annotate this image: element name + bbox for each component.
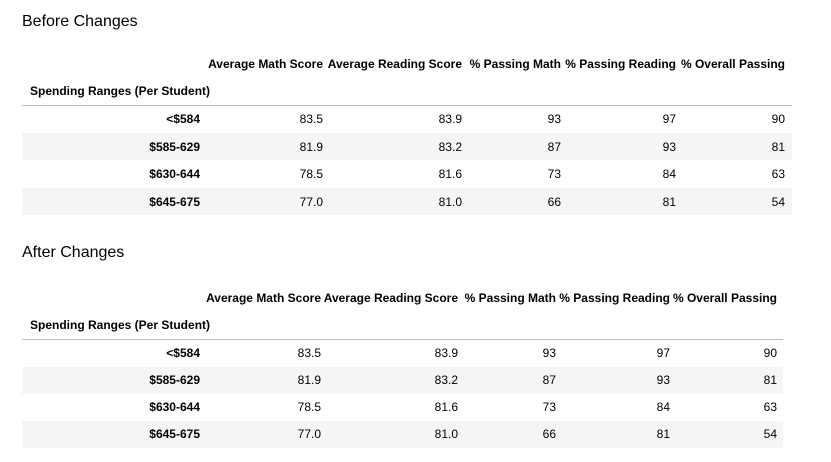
cell: 81.0 <box>434 427 458 441</box>
cell: 93 <box>662 139 676 154</box>
cell: 81.9 <box>297 373 321 387</box>
cell: 87 <box>542 373 556 387</box>
cell: 73 <box>547 167 561 181</box>
cell: 97 <box>662 112 676 126</box>
index-name: Spending Ranges (Per Student) <box>30 84 211 98</box>
cell: 83.2 <box>434 373 458 387</box>
cell: 84 <box>656 400 670 414</box>
cell: 93 <box>542 346 556 360</box>
row-stripe <box>22 420 783 448</box>
row-label: $645-675 <box>149 427 200 441</box>
cell: 83.2 <box>438 139 462 154</box>
header-rule <box>22 339 783 340</box>
column-header: % Passing Math <box>464 291 556 305</box>
cell: 63 <box>763 400 777 414</box>
cell: 78.5 <box>299 167 323 181</box>
column-header: % Passing Reading <box>565 57 676 71</box>
index-name: Spending Ranges (Per Student) <box>30 318 211 332</box>
column-header: % Overall Passing <box>672 291 777 305</box>
cell: 81 <box>656 427 670 441</box>
cell: 63 <box>771 167 785 181</box>
row-stripe <box>22 133 792 160</box>
column-header: Average Math Score <box>208 57 323 71</box>
cell: 77.0 <box>297 427 321 441</box>
cell: 78.5 <box>297 400 321 414</box>
cell: 81 <box>771 139 785 154</box>
cell: 77.0 <box>299 194 323 209</box>
cell: 66 <box>547 194 561 209</box>
cell: 81.6 <box>438 167 462 181</box>
row-label: $630-644 <box>149 167 200 181</box>
cell: 66 <box>542 427 556 441</box>
cell: 54 <box>763 427 777 441</box>
cell: 90 <box>763 346 777 360</box>
cell: 93 <box>547 112 561 126</box>
section-title: After Changes <box>22 244 125 261</box>
column-header: % Overall Passing <box>680 57 785 71</box>
header-rule <box>22 105 792 106</box>
row-label: $645-675 <box>149 194 200 209</box>
row-label: <$584 <box>166 112 200 126</box>
cell: 81.9 <box>299 139 323 154</box>
row-label: $630-644 <box>149 400 200 414</box>
row-label: $585-629 <box>149 139 200 154</box>
cell: 83.5 <box>297 346 321 360</box>
row-stripe <box>22 366 783 394</box>
column-header: % Passing Reading <box>559 291 670 305</box>
row-label: <$584 <box>166 346 200 360</box>
cell: 83.9 <box>438 112 462 126</box>
column-header: % Passing Math <box>469 57 561 71</box>
cell: 73 <box>542 400 556 414</box>
section-title: Before Changes <box>22 13 138 30</box>
cell: 81.0 <box>438 194 462 209</box>
cell: 97 <box>656 346 670 360</box>
row-stripe <box>22 188 792 215</box>
column-header: Average Math Score <box>206 291 321 305</box>
cell: 83.9 <box>434 346 458 360</box>
cell: 54 <box>771 194 785 209</box>
cell: 90 <box>771 112 785 126</box>
cell: 83.5 <box>299 112 323 126</box>
cell: 81.6 <box>434 400 458 414</box>
cell: 84 <box>662 167 676 181</box>
cell: 81 <box>662 194 676 209</box>
column-header: Average Reading Score <box>323 291 458 305</box>
row-label: $585-629 <box>149 373 200 387</box>
cell: 93 <box>656 373 670 387</box>
cell: 81 <box>763 373 777 387</box>
column-header: Average Reading Score <box>327 57 462 71</box>
cell: 87 <box>547 139 561 154</box>
